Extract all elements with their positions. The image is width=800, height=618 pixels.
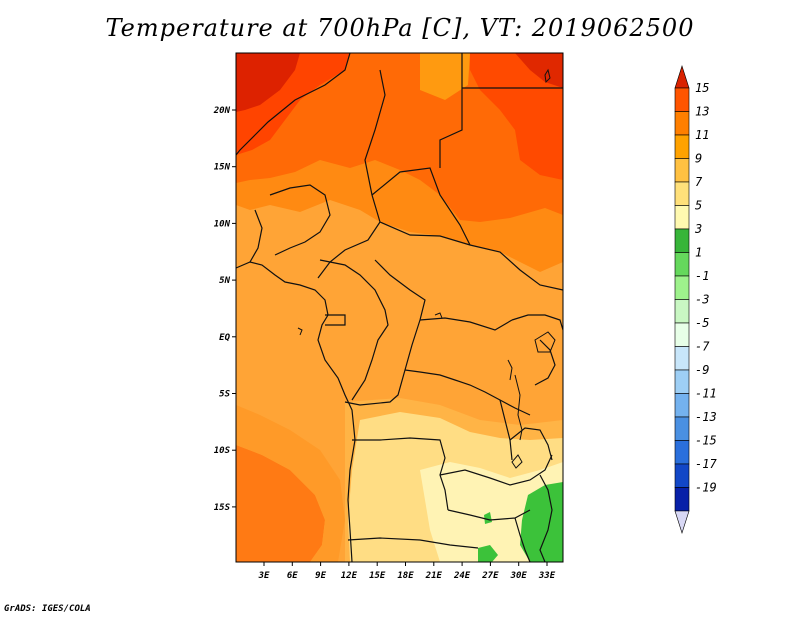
colorbar-swatch [674,440,690,465]
lat-tick-label: 10N [214,219,231,229]
colorbar-label: -17 [695,457,717,471]
country-borders [235,52,564,563]
colorbar-label: 9 [695,152,702,166]
map-frame [235,52,564,563]
colorbar-swatch [674,252,690,277]
contour-13-15-northeast [470,53,563,180]
longitude-ticks: 3E 6E 9E 12E 15E 18E 21E 24E 27E 30E 33E [258,562,556,581]
colorbar-swatch [674,393,690,418]
lat-tick-label: 5N [219,276,230,286]
lon-tick-label: 6E [287,571,298,581]
lon-tick-label: 3E [258,571,270,581]
colorbar-label: -15 [695,434,717,448]
colorbar-swatch [674,463,690,488]
colorbar-label: -9 [695,363,709,377]
map-title: Temperature at 700hPa [C], VT: 201906250… [105,14,695,42]
lakes-and-coasts [297,68,556,469]
lat-tick-label: 10S [214,446,231,456]
colorbar-swatch [674,322,690,347]
contour-15-plus-ne [515,53,563,88]
lon-tick-label: 9E [315,571,326,581]
colorbar-swatch [674,87,690,112]
lon-tick-label: 15E [369,571,386,581]
colorbar-swatch [674,299,690,324]
colorbar-label: -7 [695,340,710,354]
colorbar-swatch [674,487,690,512]
map-panel: 3E 6E 9E 12E 15E 18E 21E 24E 27E 30E 33E 20N 15N 10N… [213,52,564,581]
colorbar-swatch [674,205,690,230]
contour-11-13-southwest [236,445,325,562]
lon-tick-label: 24E [453,571,471,581]
contour-9-11-southwest [236,405,345,562]
colorbar-label: 5 [695,199,702,213]
colorbar-swatch [674,228,690,253]
colorbar-label: -11 [695,387,717,401]
colorbar-label: -3 [695,293,709,307]
lon-tick-label: 27E [481,571,499,581]
colorbar-label: 15 [695,81,709,95]
colorbar-swatch [674,181,690,206]
colorbar-label: -19 [695,481,717,495]
colorbar-swatch [674,158,690,183]
lat-tick-label: 5S [219,390,230,400]
colorbar-label: -5 [695,316,709,330]
lat-tick-label: EQ [219,333,230,343]
colorbar-swatch [674,346,690,371]
colorbar-label: 11 [695,128,709,142]
colorbar: 15 13 11 9 7 5 3 1 -1 -3 -5 -7 -9 -11 -13 -15 -17 -19 [674,65,717,534]
lat-tick-label: 15N [214,163,231,173]
lon-tick-label: 33E [538,571,556,581]
latitude-ticks: 20N 15N 10N 5N EQ 5S 10S 15S [213,106,236,513]
colorbar-swatch [674,134,690,159]
colorbar-swatch [674,275,690,300]
colorbar-label: 1 [695,246,702,260]
contour-9-11-centre [420,53,470,100]
lon-tick-label: 21E [425,571,443,581]
credit-label: GrADS: IGES/COLA [4,604,91,614]
colorbar-swatch [674,369,690,394]
contour-1-3-small [478,545,498,562]
lat-tick-label: 20N [213,106,231,116]
contour-11-13 [236,53,563,222]
colorbar-label: -1 [695,269,709,283]
colorbar-label: 13 [695,105,709,119]
lon-tick-label: 30E [510,571,528,581]
temperature-field [236,53,563,562]
contour-1-3 [520,482,563,562]
colorbar-swatch [674,416,690,441]
colorbar-bottom-arrow [674,510,690,534]
colorbar-label: -13 [695,410,717,424]
colorbar-label: 7 [695,175,703,189]
colorbar-label: 3 [694,222,702,236]
contour-15-plus [236,53,300,112]
colorbar-swatch [674,111,690,136]
lon-tick-label: 12E [341,571,358,581]
lon-tick-label: 18E [397,571,414,581]
colorbar-top-arrow [674,65,690,89]
lat-tick-label: 15S [214,503,231,513]
contour-1-3-spot [484,512,492,524]
